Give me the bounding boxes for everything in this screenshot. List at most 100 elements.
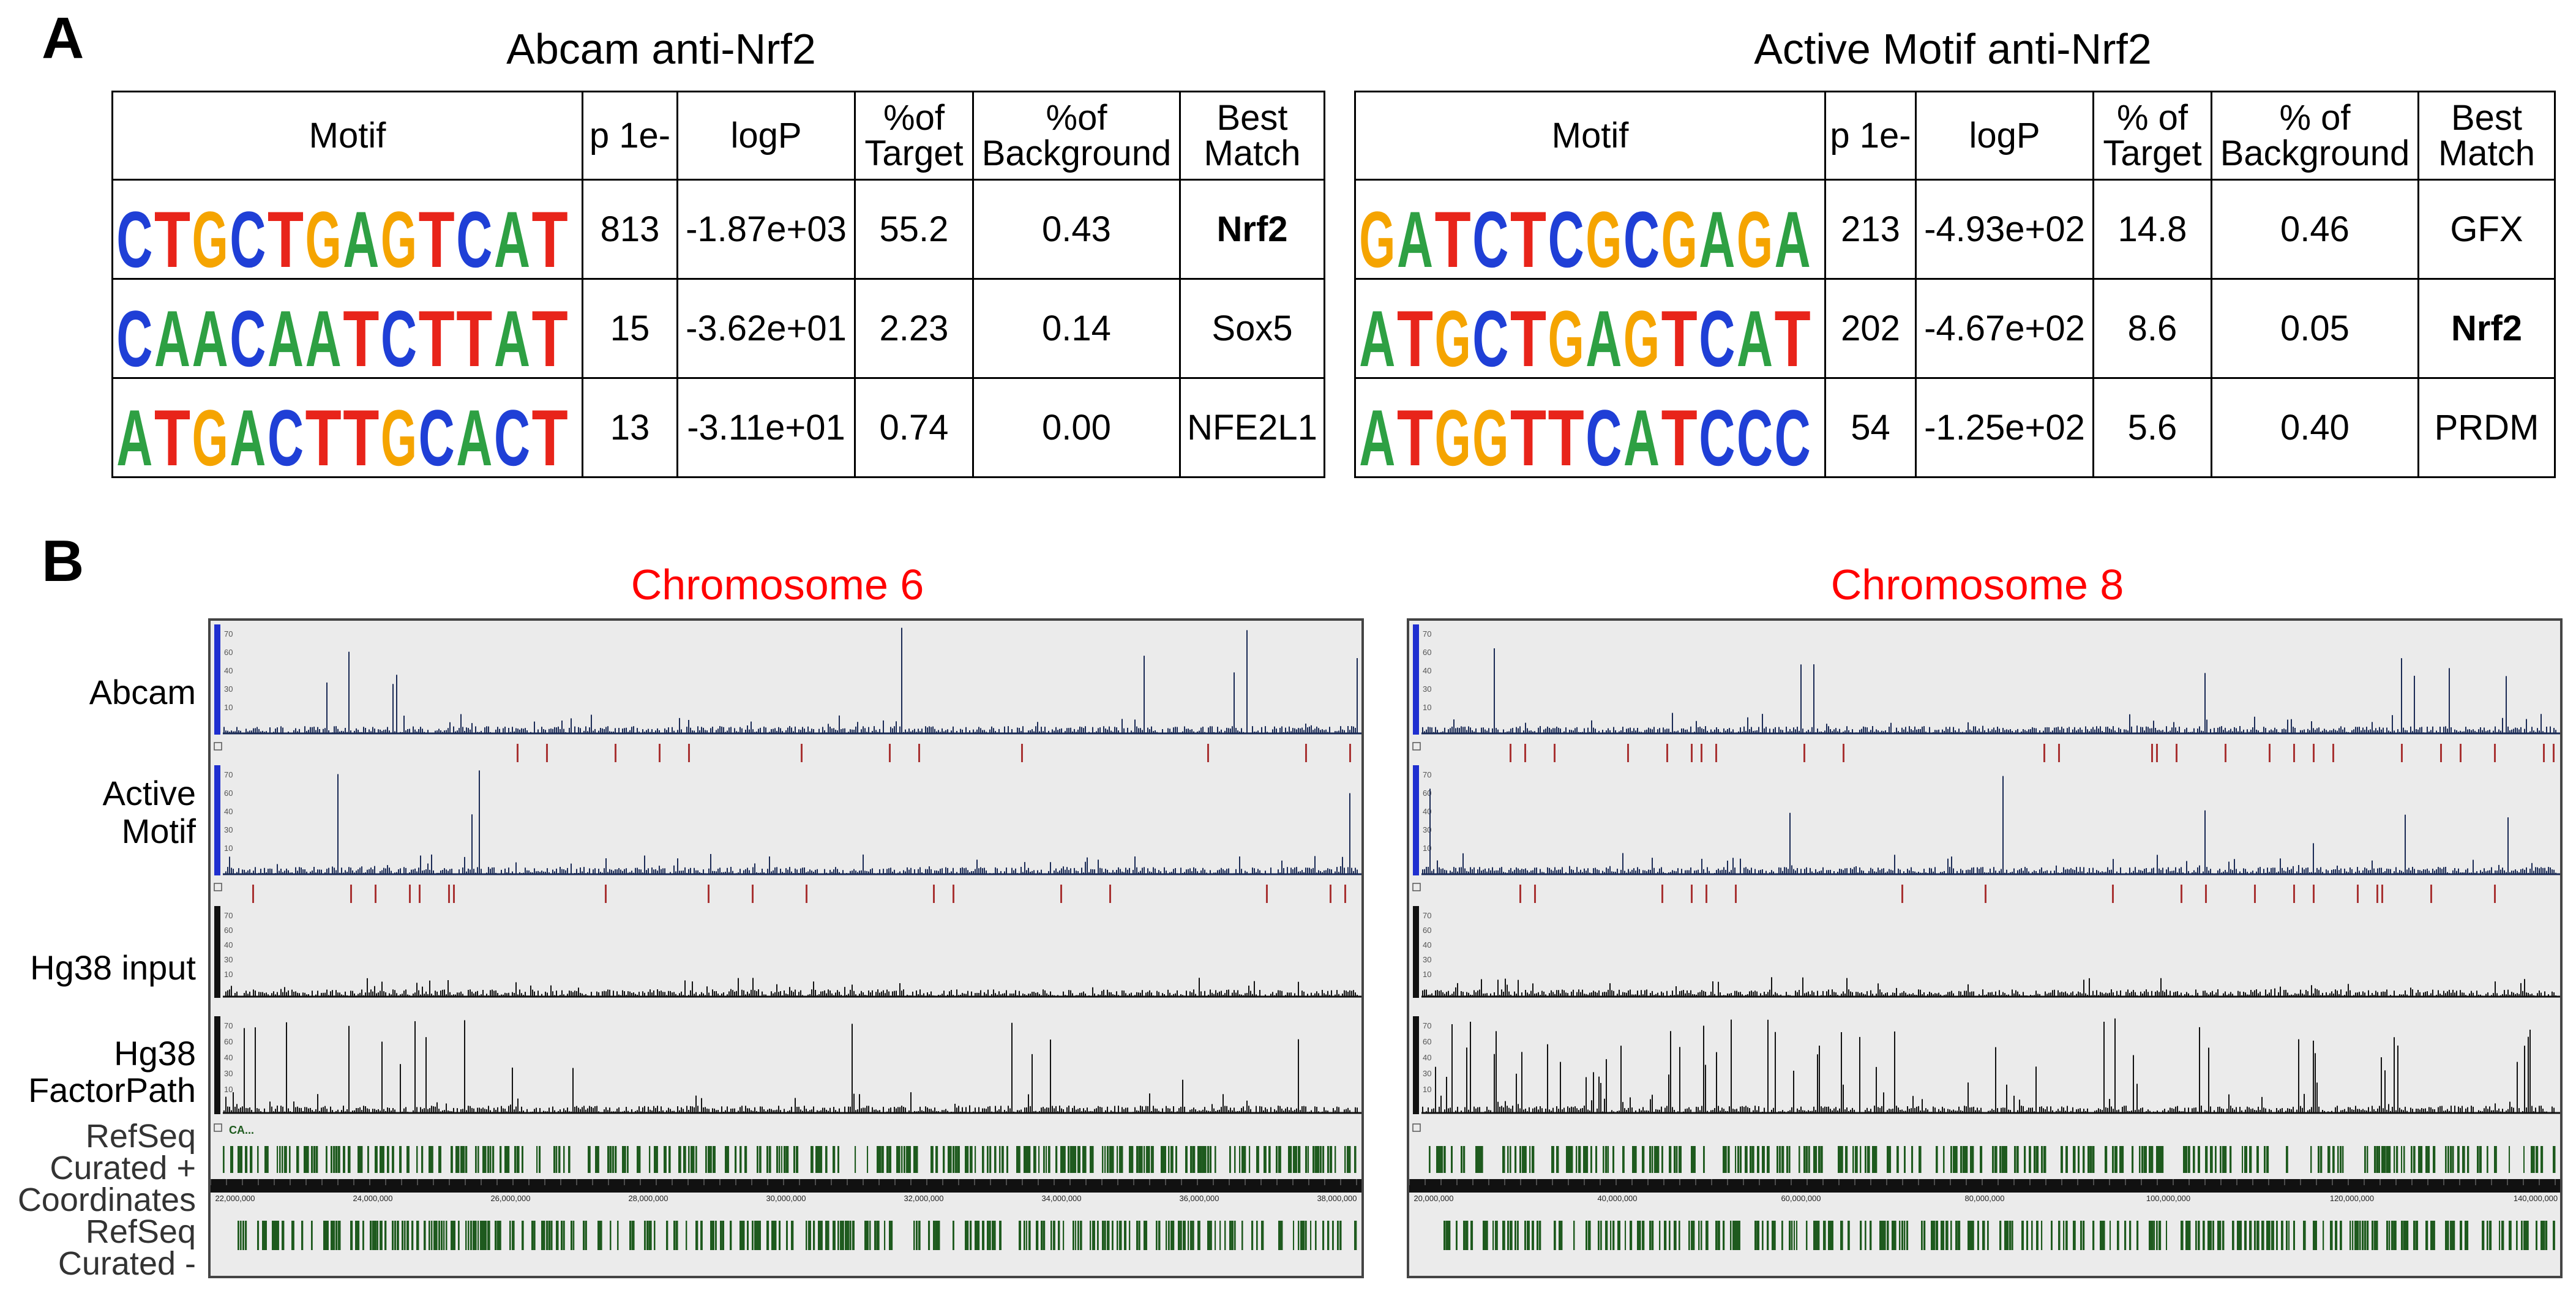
svg-text:34,000,000: 34,000,000 xyxy=(1041,1194,1081,1203)
logo-letter-c: C xyxy=(1472,195,1508,275)
factorpath-signal-track: 70 60 40 30 10 xyxy=(1413,1016,2560,1114)
logo-letter-t: T xyxy=(1397,393,1433,474)
logo-letter-t: T xyxy=(1397,294,1433,375)
logo-letter-t: T xyxy=(305,393,342,474)
col-motif: Motif xyxy=(1354,91,1826,181)
target-pct: 55.2 xyxy=(854,179,974,280)
logp-value: -4.93e+02 xyxy=(1915,179,2094,280)
logo-letter-a: A xyxy=(1623,393,1660,474)
background-pct: 0.05 xyxy=(2211,278,2419,379)
logo-letter-g: G xyxy=(1435,294,1471,375)
table-right-title: Active Motif anti-Nrf2 xyxy=(1754,25,2152,73)
genome-browser-chr8[interactable]: 70 60 40 30 10 70 60 40 30 10 70 60 40 30 10 70 60 40 30 10… xyxy=(1407,618,2563,1278)
track-label-refseq-plus-1: RefSeq xyxy=(85,1118,196,1155)
target-pct: 0.74 xyxy=(854,377,974,478)
svg-text:140,000,000: 140,000,000 xyxy=(2514,1194,2558,1203)
background-pct: 0.00 xyxy=(972,377,1181,478)
svg-text:70: 70 xyxy=(224,911,233,920)
logo-letter-t: T xyxy=(154,195,190,275)
logo-letter-t: T xyxy=(1548,393,1584,474)
logo-letter-a: A xyxy=(1737,294,1773,375)
logo-letter-t: T xyxy=(1510,393,1546,474)
svg-text:70: 70 xyxy=(224,1021,233,1030)
logo-letter-g: G xyxy=(381,393,417,474)
logo-letter-t: T xyxy=(532,294,568,375)
col-motif: Motif xyxy=(111,91,583,181)
logo-letter-a: A xyxy=(494,195,530,275)
col-logp: logP xyxy=(676,91,856,181)
logo-letter-g: G xyxy=(1359,195,1395,275)
logo-letter-g: G xyxy=(1737,195,1773,275)
svg-text:20,000,000: 20,000,000 xyxy=(1413,1194,1453,1203)
logo-letter-t: T xyxy=(154,393,190,474)
col-target: % of Target xyxy=(2092,91,2212,181)
svg-text:40: 40 xyxy=(224,807,233,816)
input-signal-track: 70 60 40 30 10 xyxy=(1413,906,2560,998)
logo-letter-a: A xyxy=(305,294,342,375)
logo-letter-a: A xyxy=(268,294,304,375)
logo-letter-c: C xyxy=(116,195,152,275)
logo-letter-g: G xyxy=(1472,393,1508,474)
motif-table-active-motif: Motif p 1e- logP % of Target % of Backgr… xyxy=(1354,91,2556,478)
logo-letter-g: G xyxy=(381,195,417,275)
logo-letter-g: G xyxy=(1623,294,1660,375)
svg-text:40: 40 xyxy=(1423,807,1431,816)
svg-text:70: 70 xyxy=(1423,629,1431,639)
background-pct: 0.46 xyxy=(2211,179,2419,280)
track-label-coordinates: Coordinates xyxy=(17,1182,196,1218)
svg-text:60: 60 xyxy=(224,648,233,657)
logo-letter-a: A xyxy=(1775,195,1811,275)
logo-letter-a: A xyxy=(456,393,492,474)
logo-letter-c: C xyxy=(230,195,266,275)
svg-text:60: 60 xyxy=(1423,648,1431,657)
svg-text:40: 40 xyxy=(224,1053,233,1062)
logp-value: -3.11e+01 xyxy=(676,377,856,478)
refseq-minus-track xyxy=(238,1221,1357,1250)
svg-text:26,000,000: 26,000,000 xyxy=(490,1194,530,1203)
svg-text:60: 60 xyxy=(1423,1037,1431,1046)
refseq-plus-track xyxy=(1412,1123,2556,1173)
svg-text:70: 70 xyxy=(224,629,233,639)
svg-text:40: 40 xyxy=(1423,666,1431,675)
logp-value: -3.62e+01 xyxy=(676,278,856,379)
active-motif-peak-calls xyxy=(214,883,1346,903)
logo-letter-c: C xyxy=(381,294,417,375)
input-signal-track: 70 60 40 30 10 xyxy=(214,906,1361,998)
track-label-factorpath: FactorPath xyxy=(28,1071,196,1109)
track-label-active: Active xyxy=(102,774,197,812)
logo-letter-a: A xyxy=(1359,393,1395,474)
svg-text:24,000,000: 24,000,000 xyxy=(353,1194,392,1203)
logo-letter-c: C xyxy=(456,195,492,275)
svg-text:70: 70 xyxy=(1423,770,1431,779)
svg-text:70: 70 xyxy=(1423,911,1431,920)
genome-browser-chr6[interactable]: 70 60 40 30 10 70 60 40 30 10 70 60 40 30 10 70 60 40 30 10… xyxy=(208,618,1364,1278)
target-pct: 5.6 xyxy=(2092,377,2212,478)
svg-text:40,000,000: 40,000,000 xyxy=(1597,1194,1637,1203)
abcam-signal-track: 70 60 40 30 10 xyxy=(214,624,1361,735)
background-pct: 0.43 xyxy=(972,179,1181,280)
svg-text:40: 40 xyxy=(224,666,233,675)
col-p: p 1e- xyxy=(1824,91,1917,181)
logo-letter-c: C xyxy=(1472,294,1508,375)
table-left-title: Abcam anti-Nrf2 xyxy=(506,25,816,73)
logo-letter-a: A xyxy=(154,294,190,375)
panel-letter-b: B xyxy=(42,528,84,594)
logo-letter-a: A xyxy=(1699,195,1735,275)
active-motif-signal-track: 70 60 40 30 10 xyxy=(214,765,1361,875)
svg-text:32,000,000: 32,000,000 xyxy=(904,1194,943,1203)
logo-letter-g: G xyxy=(1661,195,1698,275)
svg-text:30: 30 xyxy=(1423,825,1431,834)
target-pct: 2.23 xyxy=(854,278,974,379)
svg-text:30: 30 xyxy=(224,684,233,694)
target-pct: 14.8 xyxy=(2092,179,2212,280)
p-value: 813 xyxy=(582,179,678,280)
logo-letter-g: G xyxy=(305,195,342,275)
logo-letter-c: C xyxy=(1775,393,1811,474)
